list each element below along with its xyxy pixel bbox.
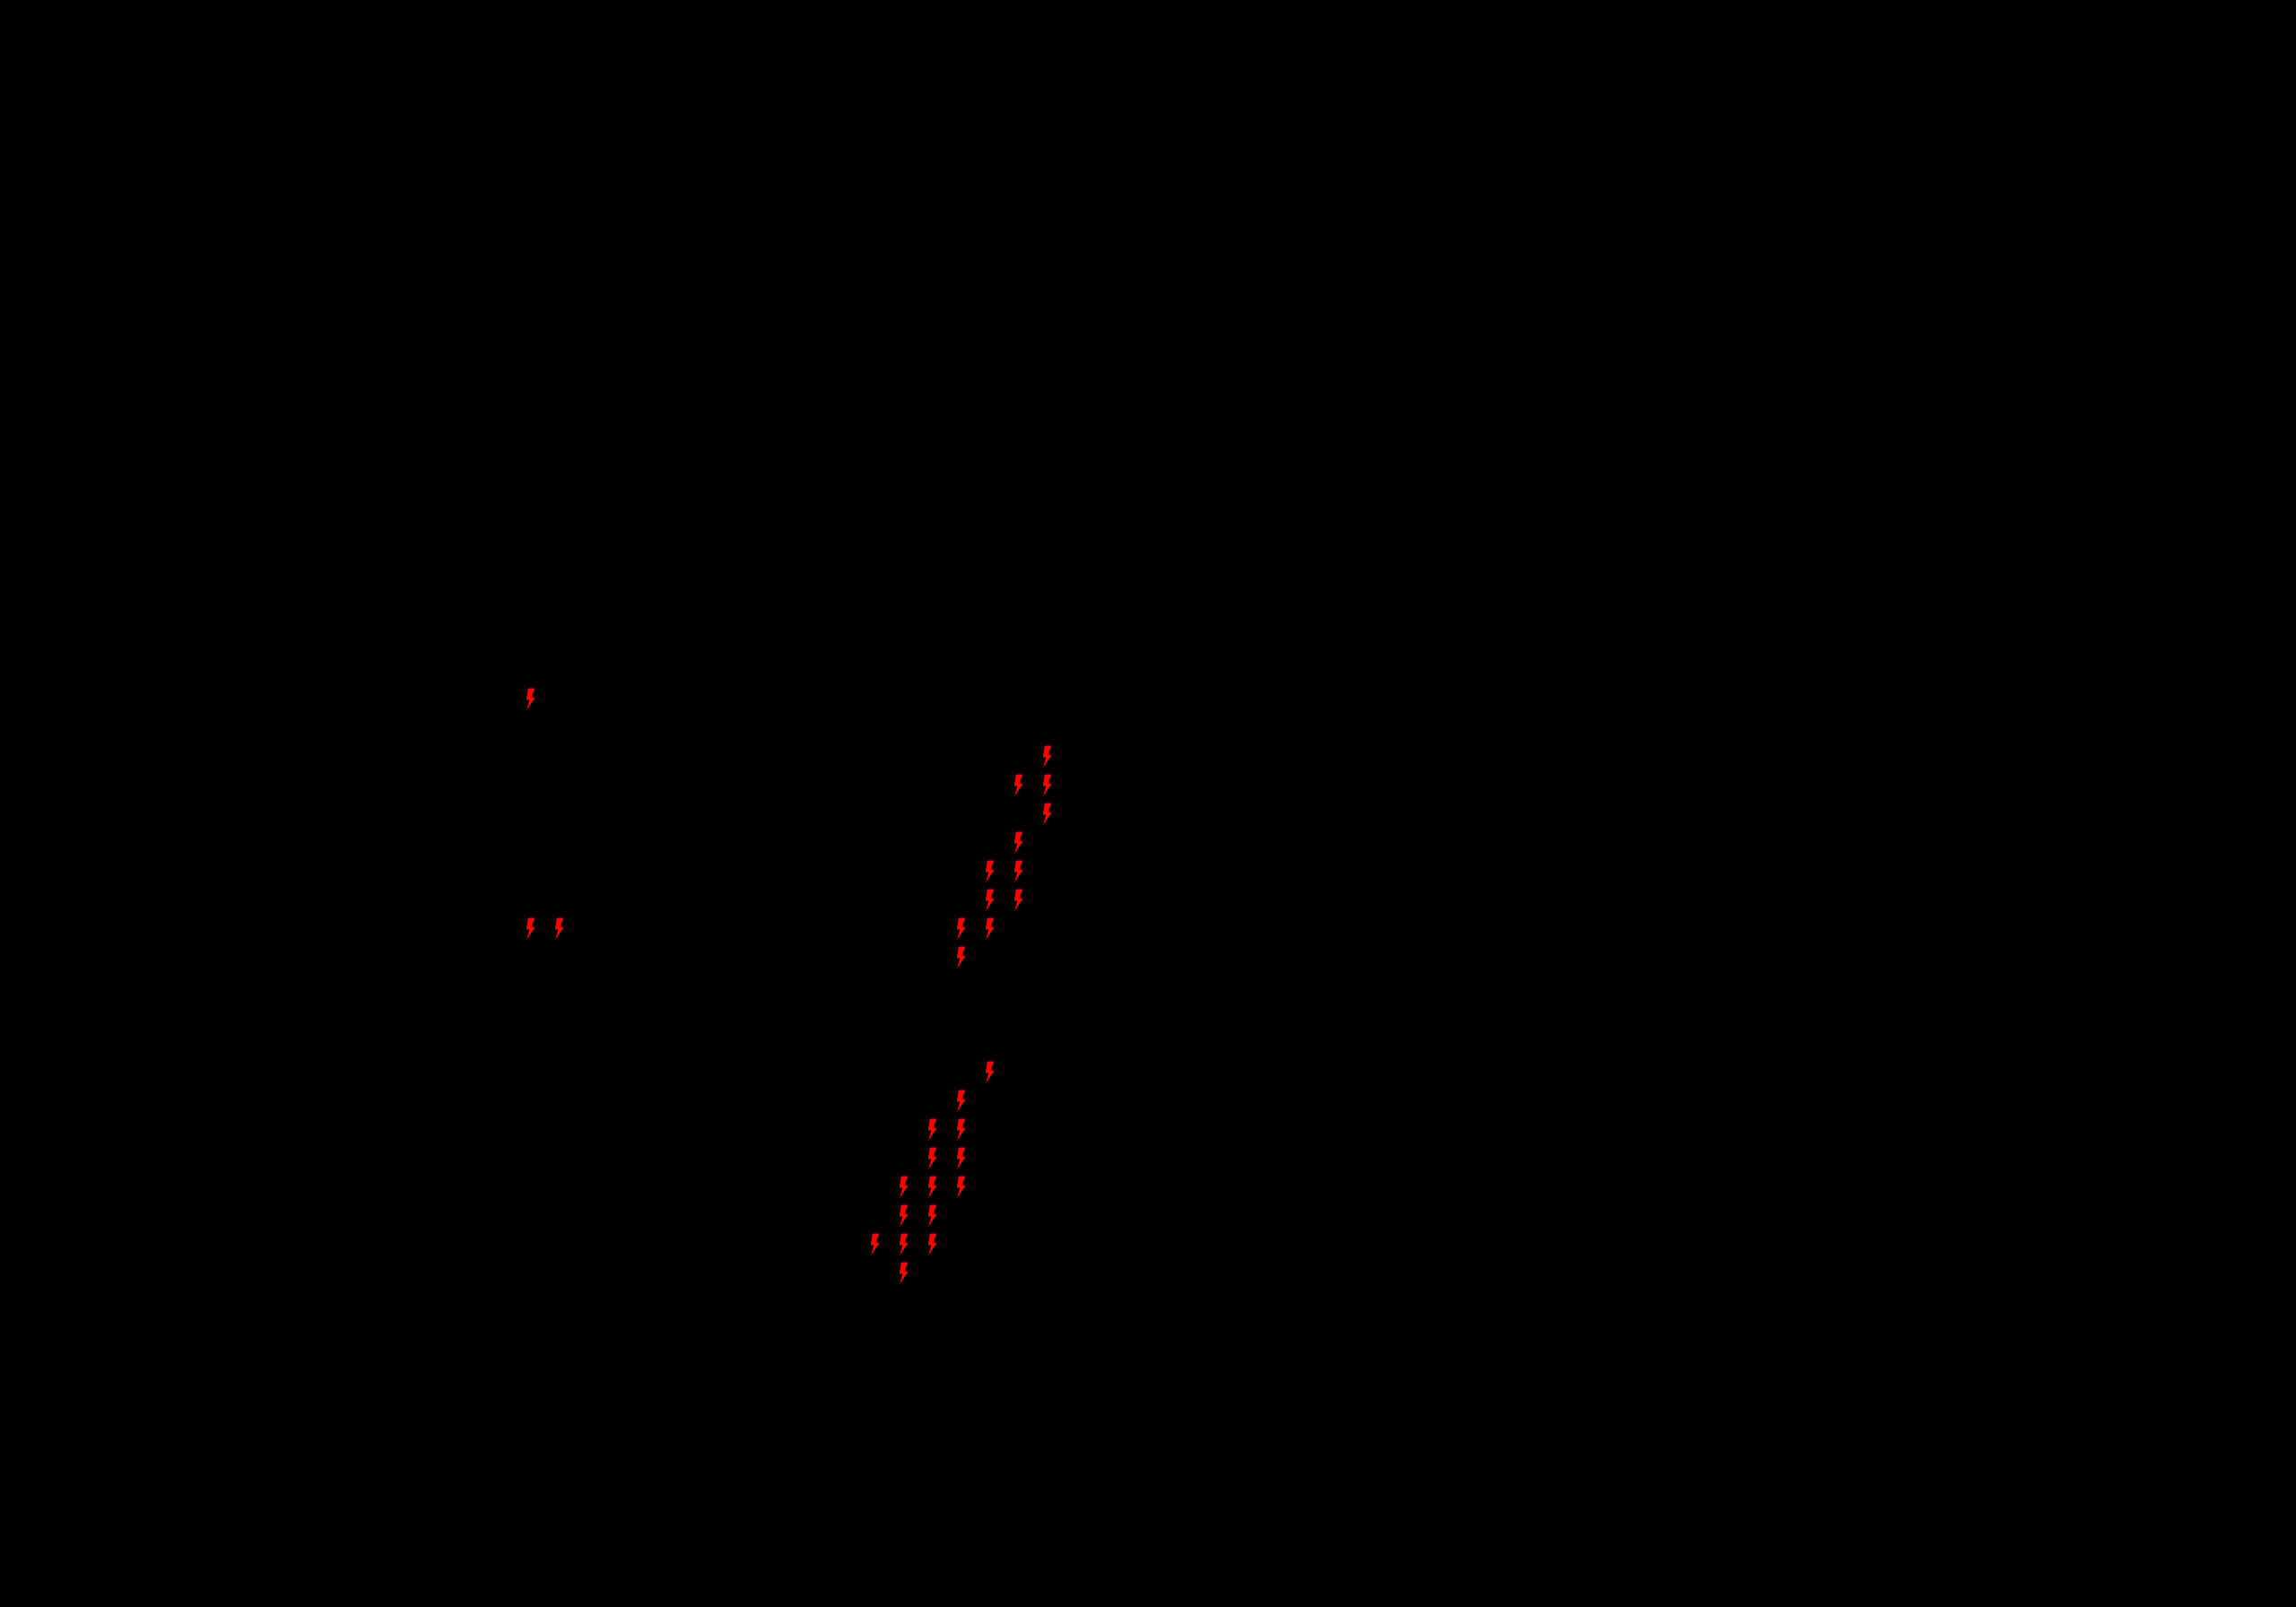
lightning-bolt-icon bbox=[954, 1175, 969, 1200]
lightning-bolt-icon bbox=[868, 1232, 883, 1257]
lightning-bolt-icon bbox=[552, 916, 567, 942]
lightning-bolt-icon bbox=[926, 1117, 940, 1142]
lightning-bolt-icon bbox=[897, 1203, 911, 1229]
lightning-bolt-icon bbox=[926, 1146, 940, 1171]
lightning-bolt-icon bbox=[926, 1203, 940, 1229]
lightning-bolt-icon bbox=[897, 1232, 911, 1257]
lightning-bolt-icon bbox=[926, 1175, 940, 1200]
lightning-bolt-icon bbox=[926, 1232, 940, 1257]
lightning-bolt-icon bbox=[1012, 773, 1026, 798]
lightning-bolt-icon bbox=[983, 1060, 997, 1085]
lightning-bolt-icon bbox=[954, 916, 969, 942]
lightning-bolt-icon bbox=[524, 916, 538, 942]
lightning-bolt-icon bbox=[954, 945, 969, 970]
lightning-bolt-icon bbox=[1012, 888, 1026, 913]
lightning-bolt-icon bbox=[954, 1117, 969, 1142]
lightning-bolt-icon bbox=[1040, 744, 1055, 769]
lightning-bolt-icon bbox=[524, 687, 538, 712]
lightning-bolt-icon bbox=[1040, 802, 1055, 827]
lightning-bolt-icon bbox=[897, 1261, 911, 1286]
lightning-bolt-icon bbox=[1012, 859, 1026, 884]
lightning-bolt-icon bbox=[983, 916, 997, 942]
lightning-bolt-icon bbox=[983, 859, 997, 884]
lightning-bolt-icon bbox=[897, 1175, 911, 1200]
lightning-bolt-icon bbox=[1012, 830, 1026, 856]
lightning-bolt-icon bbox=[983, 888, 997, 913]
lightning-bolt-icon bbox=[954, 1089, 969, 1114]
lightning-bolt-icon bbox=[954, 1146, 969, 1171]
lightning-bolt-icon bbox=[1040, 773, 1055, 798]
